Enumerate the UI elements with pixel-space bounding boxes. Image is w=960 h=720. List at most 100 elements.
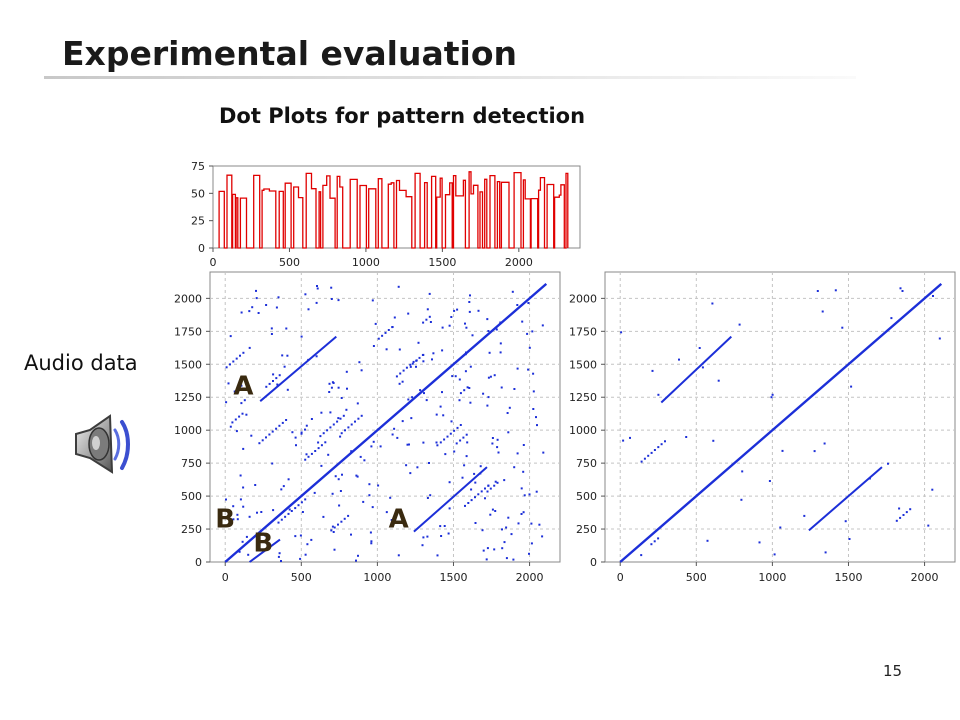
scatter-point (477, 309, 480, 312)
scatter-point (333, 526, 336, 529)
scatter-point (436, 554, 439, 557)
scatter-point (316, 287, 319, 290)
scatter-point (471, 334, 474, 337)
y-tick-label: 500 (181, 490, 202, 503)
scatter-point (415, 365, 417, 368)
scatter-point (237, 387, 240, 390)
scatter-point (256, 511, 258, 514)
pitch-x-tick-label: 500 (279, 256, 300, 269)
scatter-point (281, 421, 284, 424)
scatter-point (738, 323, 741, 326)
scatter-point (499, 351, 502, 354)
scatter-point (622, 439, 625, 442)
dot-plot-right: 0 500 1000 1500 2000 0 250 500 750 1000 1250 1500 17… (569, 271, 956, 584)
scatter-point (409, 472, 412, 475)
scatter-point (426, 308, 429, 311)
scatter-point (428, 292, 431, 295)
scatter-point (239, 474, 242, 477)
scatter-point (895, 519, 898, 522)
pitch-y-tick-label: 50 (191, 187, 205, 200)
scatter-point (442, 414, 445, 417)
scatter-point (474, 481, 477, 484)
scatter-point (275, 306, 278, 309)
scatter-point (254, 484, 257, 486)
scatter-point (436, 444, 439, 447)
x-tick-label: 1500 (439, 571, 467, 584)
scatter-point (330, 286, 333, 289)
scatter-point (482, 392, 485, 395)
scatter-point (494, 480, 497, 483)
y-tick-label: 1000 (174, 424, 202, 437)
scatter-point (229, 425, 232, 428)
scatter-point (521, 320, 524, 323)
scatter-point (299, 557, 302, 560)
scatter-point (650, 451, 653, 454)
scatter-point (496, 446, 499, 449)
scatter-point (330, 529, 333, 532)
scatter-point (535, 490, 538, 493)
scatter-point (823, 442, 826, 445)
scatter-point (439, 525, 442, 528)
scatter-point (315, 355, 318, 358)
scatter-point (469, 294, 471, 297)
scatter-point (487, 330, 490, 332)
scatter-point (229, 363, 231, 366)
scatter-point (265, 304, 268, 306)
scatter-point (331, 525, 334, 528)
scatter-point (898, 507, 901, 510)
scatter-point (415, 359, 418, 362)
scatter-point (371, 506, 374, 509)
scatter-point (489, 487, 492, 490)
scatter-point (235, 430, 238, 433)
scatter-point (334, 475, 337, 478)
scatter-point (522, 511, 525, 514)
scatter-point (391, 326, 394, 329)
scatter-point (337, 523, 339, 526)
scatter-point (356, 475, 359, 478)
scatter-point (282, 485, 285, 488)
scatter-point (465, 455, 468, 458)
scatter-point (453, 429, 456, 432)
scatter-point (516, 367, 519, 370)
scatter-point (513, 388, 516, 390)
scatter-point (396, 436, 399, 439)
scatter-point (243, 399, 246, 402)
scatter-point (225, 366, 228, 369)
scatter-point (468, 387, 471, 389)
y-tick-label: 1750 (569, 325, 597, 338)
scatter-point (272, 509, 275, 512)
scatter-point (337, 386, 340, 389)
scatter-point (304, 498, 307, 501)
scatter-point (456, 426, 459, 429)
scatter-point (291, 431, 294, 434)
x-tick-label: 500 (686, 571, 707, 584)
scatter-point (453, 450, 456, 453)
scatter-point (717, 379, 720, 382)
scatter-point (401, 380, 404, 383)
scatter-point (305, 453, 308, 456)
scatter-point (261, 439, 264, 442)
scatter-point (487, 396, 490, 399)
scatter-point (425, 318, 428, 321)
scatter-point (255, 297, 258, 300)
scatter-point (440, 535, 443, 537)
scatter-point (319, 435, 322, 438)
scatter-point (232, 360, 235, 363)
scatter-point (446, 435, 449, 438)
scatter-point (468, 310, 471, 313)
scatter-point (909, 508, 912, 511)
scatter-point (660, 443, 663, 446)
y-tick-label: 250 (181, 523, 202, 536)
scatter-point (240, 402, 243, 405)
pitch-x-tick-label: 1500 (428, 256, 456, 269)
scatter-point (278, 552, 281, 555)
y-tick-label: 2000 (569, 292, 597, 305)
scatter-point (517, 522, 520, 525)
speaker-icon[interactable] (66, 412, 138, 476)
scatter-point (409, 363, 412, 366)
pitch-y-tick-label: 75 (191, 160, 205, 173)
scatter-point (294, 535, 297, 538)
scatter-point (464, 322, 466, 325)
scatter-point (310, 452, 313, 455)
